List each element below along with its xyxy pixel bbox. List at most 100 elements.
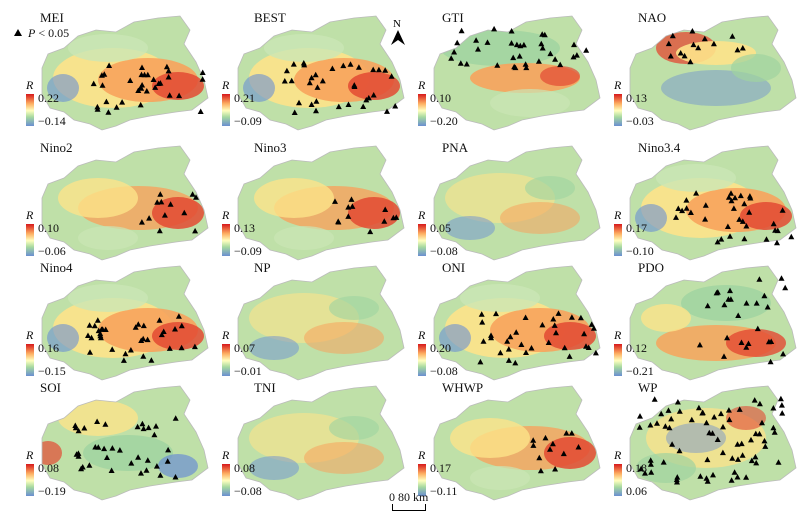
- significance-marker: [734, 441, 741, 447]
- significance-marker: [193, 194, 199, 200]
- map-panel: Nino3.4 R 0.17 −0.10: [606, 138, 800, 266]
- significance-marker: [549, 440, 556, 447]
- significance-marker: [88, 334, 95, 341]
- significance-marker: [762, 443, 769, 449]
- panel-title: WP: [638, 380, 658, 395]
- significance-marker: [669, 32, 676, 39]
- significance-marker: [704, 302, 711, 309]
- map-panel: NAO R 0.13 −0.03: [606, 8, 800, 136]
- significance-marker: [561, 344, 568, 351]
- significance-marker: [166, 92, 173, 98]
- significance-marker: [568, 314, 575, 320]
- significance-marker: [746, 193, 753, 199]
- significance-marker: [666, 424, 673, 431]
- colorbar: [418, 94, 426, 126]
- panel-title: GTI: [442, 10, 464, 25]
- colorbar-min: −0.14: [38, 114, 66, 128]
- colorbar-max: 0.13: [626, 91, 647, 105]
- significance-marker: [508, 28, 515, 34]
- significance-marker: [679, 207, 686, 214]
- colorbar: [418, 464, 426, 496]
- significance-marker: [143, 88, 150, 94]
- significance-marker: [127, 77, 134, 83]
- map-panel: GTI R 0.10 −0.20: [410, 8, 606, 136]
- significance-marker: [647, 457, 654, 463]
- colorbar-r-label: R: [26, 328, 34, 342]
- significance-marker: [743, 300, 750, 306]
- basin-map: [237, 265, 405, 381]
- panel-title: Nino3.4: [638, 140, 681, 155]
- significance-marker: [767, 358, 774, 365]
- significance-marker: [674, 474, 681, 480]
- significance-marker: [735, 312, 742, 318]
- basin-map: [237, 15, 405, 131]
- significance-marker: [98, 326, 105, 332]
- significance-marker: [313, 107, 319, 114]
- significance-marker: [770, 405, 777, 411]
- colorbar: [26, 344, 34, 376]
- significance-marker: [725, 407, 732, 413]
- significance-marker: [571, 41, 577, 48]
- panel-title: BEST: [254, 10, 286, 25]
- significance-marker: [654, 420, 660, 426]
- significance-marker: [137, 101, 144, 108]
- significance-marker: [319, 77, 326, 84]
- significance-marker: [484, 39, 491, 45]
- significance-marker: [660, 459, 667, 465]
- significance-marker: [743, 344, 750, 350]
- significance-marker: [191, 343, 198, 350]
- significance-marker: [727, 233, 733, 239]
- significance-marker: [738, 339, 745, 345]
- significance-marker: [764, 304, 771, 310]
- significance-marker: [132, 324, 139, 330]
- colorbar-max: 0.10: [430, 91, 451, 105]
- significance-marker: [748, 457, 755, 464]
- significance-marker: [768, 338, 775, 344]
- significance-marker: [86, 462, 93, 468]
- significance-marker: [513, 41, 520, 48]
- significance-marker: [726, 416, 733, 423]
- significance-marker: [72, 422, 79, 428]
- significance-marker: [729, 33, 736, 39]
- colorbar-max: 0.17: [626, 221, 647, 235]
- significance-marker: [335, 218, 342, 224]
- significance-legend: P < 0.05: [14, 26, 69, 41]
- significance-marker: [695, 44, 702, 51]
- significance-marker: [518, 341, 525, 347]
- significance-marker: [734, 474, 741, 480]
- significance-marker: [463, 61, 470, 67]
- significance-marker: [710, 471, 716, 478]
- significance-marker: [759, 419, 765, 426]
- p-threshold: < 0.05: [35, 26, 70, 40]
- panel-title: NP: [254, 260, 271, 275]
- colorbar-r-label: R: [26, 78, 34, 92]
- significance-marker: [139, 82, 146, 88]
- significance-marker: [128, 460, 135, 466]
- significance-marker: [774, 239, 780, 246]
- significance-marker: [288, 77, 295, 84]
- significance-marker: [488, 334, 495, 341]
- significance-marker: [165, 67, 172, 74]
- significance-marker: [143, 467, 150, 473]
- significance-marker: [728, 477, 735, 483]
- significance-marker: [349, 203, 356, 209]
- basin-map: [629, 385, 797, 501]
- significance-marker: [370, 66, 377, 73]
- colorbar-min: −0.08: [234, 484, 262, 498]
- significance-marker: [101, 445, 108, 452]
- significance-marker: [340, 62, 347, 69]
- significance-marker: [676, 408, 683, 414]
- north-label: N: [393, 18, 401, 30]
- significance-marker: [697, 473, 704, 479]
- colorbar-max: 0.13: [234, 221, 255, 235]
- significance-marker: [542, 434, 549, 441]
- significance-marker: [308, 101, 315, 107]
- significance-marker: [530, 442, 537, 448]
- map-panel: WHWP R 0.17 −0.11: [410, 378, 606, 506]
- significance-marker: [347, 61, 354, 67]
- colorbar: [614, 94, 622, 126]
- significance-marker: [512, 64, 519, 71]
- significance-marker: [172, 474, 179, 480]
- significance-marker: [91, 322, 98, 329]
- significance-marker: [382, 67, 389, 73]
